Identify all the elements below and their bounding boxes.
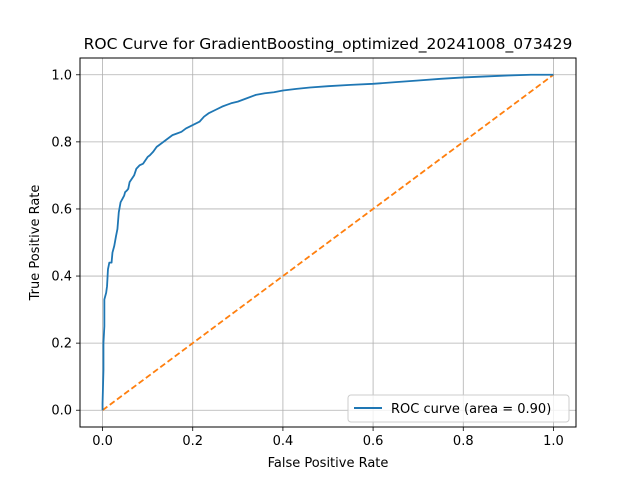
y-tick-label: 0.0 (51, 404, 72, 419)
x-tick-label: 0.6 (363, 434, 384, 449)
x-axis-label: False Positive Rate (268, 456, 389, 471)
roc-curve-line (101, 73, 554, 411)
y-tick-label: 0.6 (51, 202, 72, 217)
axis-ticks: 0.0 0.2 0.4 0.6 0.8 1.0 0.0 0.2 0.4 0.6 0.8 1.0 (51, 68, 563, 449)
y-tick-label: 0.8 (51, 135, 72, 150)
legend-box (347, 394, 570, 423)
x-tick-label: 0.8 (453, 434, 474, 449)
y-tick-label: 1.0 (51, 68, 72, 83)
chance-diagonal-line (102, 74, 554, 411)
y-axis-label: True Positive Rate (28, 185, 43, 302)
series-layer (101, 73, 554, 411)
legend: ROC curve (area = 0.90) (347, 394, 570, 423)
x-tick-label: 0.4 (273, 434, 294, 449)
x-tick-label: 0.0 (92, 434, 113, 449)
chart-title: ROC Curve for GradientBoosting_optimized… (84, 35, 573, 54)
x-tick-label: 1.0 (543, 434, 564, 449)
grid-lines (80, 58, 576, 427)
x-tick-label: 0.2 (182, 434, 203, 449)
plot-frame (79, 57, 577, 428)
y-tick-label: 0.4 (51, 270, 72, 285)
y-tick-label: 0.2 (51, 337, 72, 352)
legend-label-roc: ROC curve (area = 0.90) (391, 402, 551, 417)
